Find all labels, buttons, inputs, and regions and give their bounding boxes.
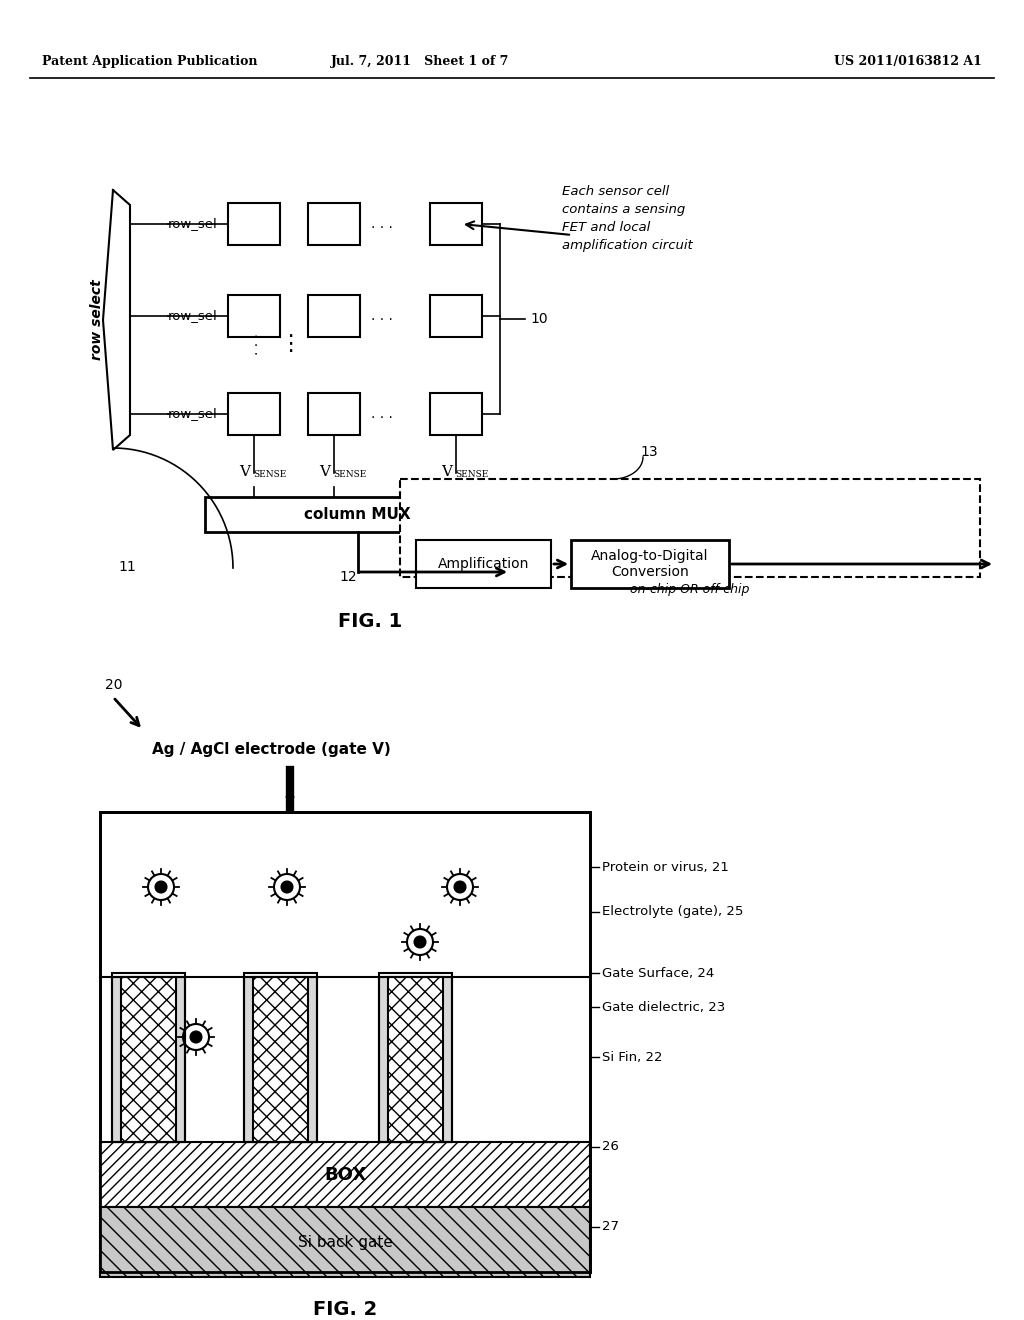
Bar [308, 294, 360, 337]
Circle shape [190, 1031, 202, 1043]
Text: Si back gate: Si back gate [298, 1234, 392, 1250]
Text: . . .: . . . [371, 309, 393, 323]
Bar [379, 973, 452, 1142]
Bar [244, 973, 317, 1142]
Bar [228, 294, 280, 337]
Text: 12: 12 [340, 570, 357, 583]
Bar [205, 498, 510, 532]
Bar [100, 1142, 590, 1206]
Bar [100, 812, 590, 1272]
Bar [571, 540, 729, 587]
Bar [228, 393, 280, 436]
Bar [112, 977, 185, 1142]
Text: . . .: . . . [371, 407, 393, 421]
Text: Gate Surface, 24: Gate Surface, 24 [602, 966, 715, 979]
Text: . . .: . . . [371, 216, 393, 231]
Bar [388, 977, 443, 1142]
Text: row select: row select [90, 280, 104, 360]
Text: 26: 26 [602, 1140, 618, 1154]
Text: . . .: . . . [247, 333, 261, 355]
Text: ⋮: ⋮ [279, 334, 301, 354]
Text: Patent Application Publication: Patent Application Publication [42, 55, 257, 69]
Bar [430, 203, 482, 246]
Bar [430, 393, 482, 436]
Circle shape [156, 882, 167, 892]
Text: FIG. 2: FIG. 2 [313, 1300, 377, 1319]
Text: on-chip OR off-chip: on-chip OR off-chip [631, 583, 750, 597]
Bar [400, 479, 980, 577]
Text: 20: 20 [105, 678, 123, 692]
Text: Protein or virus, 21: Protein or virus, 21 [602, 861, 729, 874]
Text: Electrolyte (gate), 25: Electrolyte (gate), 25 [602, 906, 743, 919]
Bar [121, 977, 176, 1142]
Text: SENSE: SENSE [253, 470, 287, 479]
Text: 13: 13 [640, 445, 657, 459]
Bar [308, 393, 360, 436]
Bar [416, 540, 551, 587]
Text: V: V [441, 465, 452, 479]
Circle shape [414, 936, 426, 948]
Text: V: V [319, 465, 330, 479]
Text: SENSE: SENSE [455, 470, 488, 479]
Text: 27: 27 [602, 1221, 618, 1233]
Bar [379, 977, 452, 1142]
Text: BOX: BOX [324, 1166, 366, 1184]
Text: row_sel: row_sel [168, 218, 218, 231]
Text: row_sel: row_sel [168, 309, 218, 322]
Text: FIG. 1: FIG. 1 [338, 612, 402, 631]
Text: V: V [239, 465, 250, 479]
Bar [228, 203, 280, 246]
Text: US 2011/0163812 A1: US 2011/0163812 A1 [835, 55, 982, 69]
Text: row_sel: row_sel [168, 408, 218, 421]
Bar [308, 203, 360, 246]
Text: 11: 11 [118, 560, 136, 574]
Text: Si Fin, 22: Si Fin, 22 [602, 1051, 663, 1064]
Text: SENSE: SENSE [333, 470, 367, 479]
Text: Ag / AgCl electrode (gate V): Ag / AgCl electrode (gate V) [152, 742, 391, 756]
Text: Analog-to-Digital
Conversion: Analog-to-Digital Conversion [591, 549, 709, 579]
Circle shape [282, 882, 293, 892]
Bar [244, 977, 317, 1142]
Bar [253, 977, 308, 1142]
Text: Each sensor cell
contains a sensing
FET and local
amplification circuit: Each sensor cell contains a sensing FET … [562, 185, 693, 252]
Text: Jul. 7, 2011   Sheet 1 of 7: Jul. 7, 2011 Sheet 1 of 7 [331, 55, 509, 69]
Bar [100, 1206, 590, 1276]
Bar [100, 812, 590, 1272]
Bar [430, 294, 482, 337]
Text: column MUX: column MUX [304, 507, 411, 521]
Text: 10: 10 [530, 312, 548, 326]
Bar [112, 973, 185, 1142]
Text: Gate dielectric, 23: Gate dielectric, 23 [602, 1001, 725, 1014]
Text: Amplification: Amplification [438, 557, 529, 572]
Circle shape [455, 882, 466, 892]
